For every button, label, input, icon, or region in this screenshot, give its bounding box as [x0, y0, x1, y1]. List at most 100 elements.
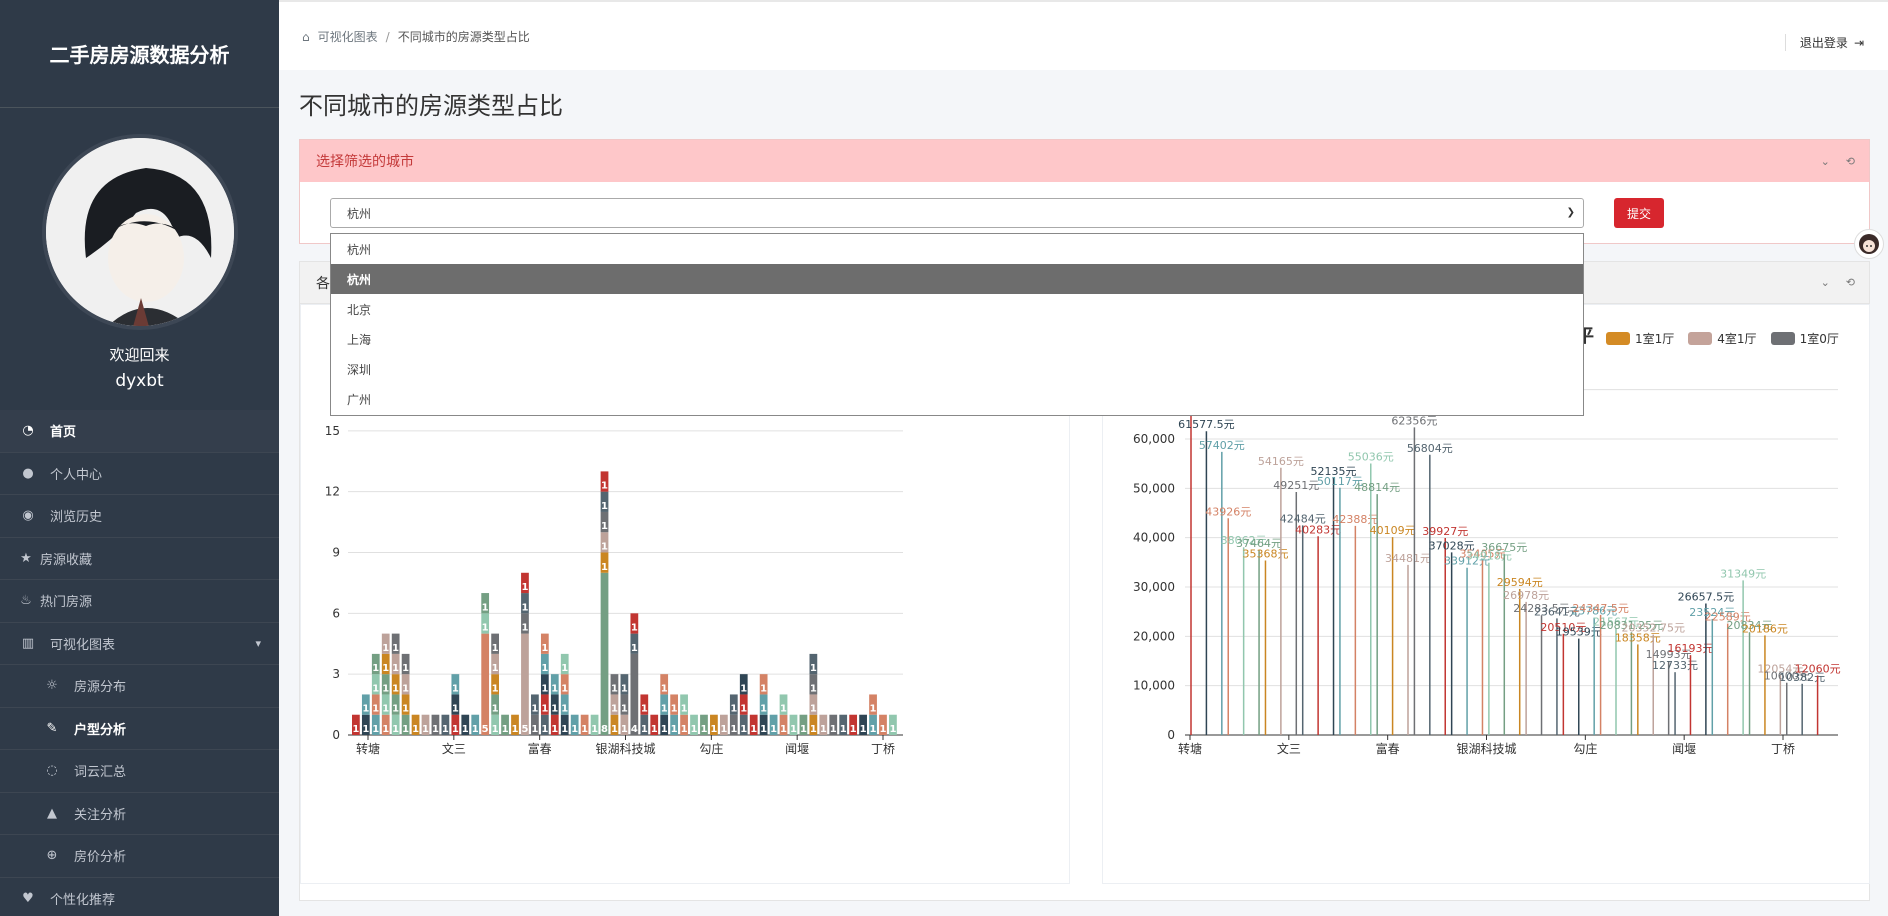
price-label: 18358元	[1615, 631, 1661, 644]
sidebar-item-charts[interactable]: ▥ 可视化图表 ▾	[0, 623, 279, 665]
bar-segment-label: 1	[651, 724, 658, 735]
bar-segment	[511, 714, 519, 735]
sidebar-item-label: 可视化图表	[50, 637, 116, 653]
bar-segment	[531, 714, 539, 735]
bar-segment	[630, 653, 639, 735]
bar-segment	[401, 714, 410, 735]
right-chart-legend: 1室1厅 4室1厅 1室0厅	[1606, 330, 1839, 347]
bar-segment	[421, 714, 430, 735]
bar-segment	[660, 674, 669, 695]
bar-segment	[600, 511, 609, 533]
bar-segment-label: 1	[422, 724, 429, 735]
legend-swatch	[1606, 332, 1630, 345]
sidebar-item-layout-analysis[interactable]: ✎ 户型分析	[0, 707, 279, 750]
bar-segment	[729, 714, 738, 735]
bar-segment-label: 1	[810, 724, 817, 735]
bar-segment	[371, 694, 380, 715]
bar-segment	[521, 593, 529, 614]
dropdown-option[interactable]: 广州	[347, 392, 372, 407]
x-tick-label: 银湖科技城	[1456, 741, 1516, 756]
logout-label: 退出登录	[1799, 36, 1848, 50]
bar-segment-label: 1	[601, 562, 608, 573]
legend-item[interactable]: 1室1厅	[1606, 330, 1674, 347]
price-label: 12733元	[1652, 659, 1698, 672]
bar-segment	[540, 674, 549, 695]
collapse-icon[interactable]: ⌄	[1820, 154, 1830, 168]
sidebar-item-distribution[interactable]: ☼ 房源分布	[0, 665, 279, 708]
legend-label: 1室1厅	[1635, 332, 1675, 346]
price-label: 35405元	[1459, 547, 1505, 560]
bar-segment	[451, 674, 460, 695]
bar-segment-label: 1	[681, 704, 688, 715]
breadcrumb-link[interactable]: 可视化图表	[317, 30, 378, 44]
price-bar-chart-svg: 010,00020,00030,00040,00050,00060,00070,…	[1133, 375, 1841, 756]
y-tick-label: 0	[1167, 728, 1175, 742]
bar-segment	[580, 714, 589, 735]
dropdown-option[interactable]: 杭州	[347, 242, 372, 257]
user-avatar[interactable]	[41, 134, 238, 330]
refresh-icon[interactable]: ⟲	[1845, 154, 1855, 168]
sidebar-item-hot[interactable]: ♨ 热门房源	[0, 580, 279, 623]
collapse-icon[interactable]: ⌄	[1820, 276, 1830, 289]
bar-segment	[391, 633, 400, 654]
assistant-avatar-icon[interactable]	[1854, 229, 1884, 259]
legend-item[interactable]: 4室1厅	[1688, 330, 1757, 347]
bar-segment-label: 1	[512, 724, 519, 735]
home-icon[interactable]: ⌂	[302, 29, 310, 44]
sidebar-item-wordcloud[interactable]: ◌ 词云汇总	[0, 750, 279, 793]
bar-segment-label: 1	[810, 683, 817, 694]
bar-segment	[680, 714, 688, 735]
eye-icon: ◉	[22, 508, 34, 524]
topbar	[279, 0, 1888, 70]
y-tick-label: 20,000	[1133, 629, 1175, 643]
price-label: 20831.25元	[1600, 619, 1664, 632]
city-select[interactable]: 杭州 ❯	[330, 198, 1584, 228]
sidebar-item-recommend[interactable]: ♥ 个性化推荐	[0, 878, 279, 916]
sidebar-item-price[interactable]: ⊕ 房价分析	[0, 835, 279, 878]
bar-segment	[809, 694, 818, 715]
bar-segment-label: 1	[492, 663, 499, 674]
bar-segment-label: 1	[402, 724, 409, 735]
bar-segment	[869, 714, 877, 735]
price-label: 43926元	[1205, 505, 1251, 518]
dropdown-option[interactable]: 北京	[347, 302, 372, 317]
bar-segment-label: 1	[780, 724, 787, 735]
sidebar-item-attention[interactable]: ▲ 关注分析	[0, 793, 279, 835]
bar-segment-label: 1	[402, 663, 409, 674]
sidebar-item-history[interactable]: ◉ 浏览历史	[0, 495, 279, 538]
price-label: 26657.5元	[1678, 590, 1735, 603]
submit-button[interactable]: 提交	[1614, 198, 1664, 228]
bar-segment-label: 1	[591, 724, 598, 735]
chevron-down-icon: ❯	[1566, 207, 1575, 218]
bar-segment	[401, 653, 410, 675]
bar-segment	[481, 613, 490, 634]
dropdown-option-selected[interactable]: 杭州	[331, 264, 1583, 294]
y-tick-label: 0	[332, 728, 340, 742]
bar-segment-label: 1	[790, 724, 797, 735]
sidebar-item-home[interactable]: ◔ 首页	[0, 410, 279, 453]
dropdown-option[interactable]: 上海	[347, 332, 372, 347]
refresh-icon[interactable]: ⟲	[1845, 276, 1855, 289]
bar-segment	[521, 613, 529, 634]
logout-button[interactable]: 退出登录 ⇥	[1784, 34, 1864, 51]
bar-segment	[620, 694, 629, 715]
bar-segment-label: 1	[412, 724, 419, 735]
sidebar-item-favorites[interactable]: ★ 房源收藏	[0, 538, 279, 580]
dropdown-option[interactable]: 深圳	[347, 362, 372, 377]
price-label: 19539元	[1556, 626, 1602, 639]
legend-item[interactable]: 1室0厅	[1770, 330, 1839, 347]
bar-segment	[620, 674, 629, 695]
bar-segment-label: 1	[492, 643, 499, 654]
bar-segment	[809, 653, 818, 675]
bar-segment	[550, 674, 559, 695]
bar-segment-label: 1	[889, 724, 896, 735]
price-label: 55036元	[1348, 450, 1394, 463]
city-dropdown: 杭州 杭州 北京 上海 深圳 广州	[330, 233, 1584, 416]
x-tick-label: 闻堰	[785, 742, 809, 756]
bar-segment	[620, 714, 629, 735]
sidebar-item-profile[interactable]: ● 个人中心	[0, 453, 279, 495]
bar-segment	[491, 714, 499, 735]
sidebar-item-label: 户型分析	[74, 722, 127, 738]
page-title: 不同城市的房源类型占比	[299, 92, 563, 120]
